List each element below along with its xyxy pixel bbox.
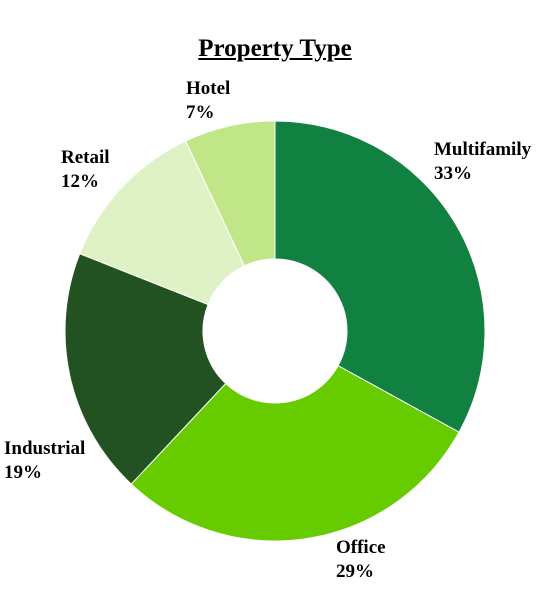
slice-category-hotel: Hotel <box>186 78 231 99</box>
slice-value-office: 29% <box>336 561 374 582</box>
slice-office <box>130 365 460 542</box>
slice-label-hotel: Hotel 7% <box>186 77 230 125</box>
slice-category-industrial: Industrial <box>4 438 86 459</box>
slice-category-office: Office <box>336 537 386 558</box>
slice-hotel <box>184 120 276 267</box>
slice-multifamily <box>274 120 486 433</box>
chart-title: Property Type <box>198 35 352 62</box>
slice-value-retail: 12% <box>61 171 99 192</box>
slice-label-multifamily: Multifamily 33% <box>434 138 531 186</box>
slice-category-retail: Retail <box>61 147 110 168</box>
slice-retail <box>79 140 246 306</box>
slice-category-multifamily: Multifamily <box>434 139 532 160</box>
slice-value-multifamily: 33% <box>434 163 472 184</box>
slice-value-hotel: 7% <box>186 102 215 123</box>
slice-label-retail: Retail 12% <box>61 146 110 194</box>
slice-label-industrial: Industrial 19% <box>4 437 85 485</box>
slice-label-office: Office 29% <box>336 536 386 584</box>
slice-value-industrial: 19% <box>4 462 42 483</box>
slice-industrial <box>64 253 227 485</box>
